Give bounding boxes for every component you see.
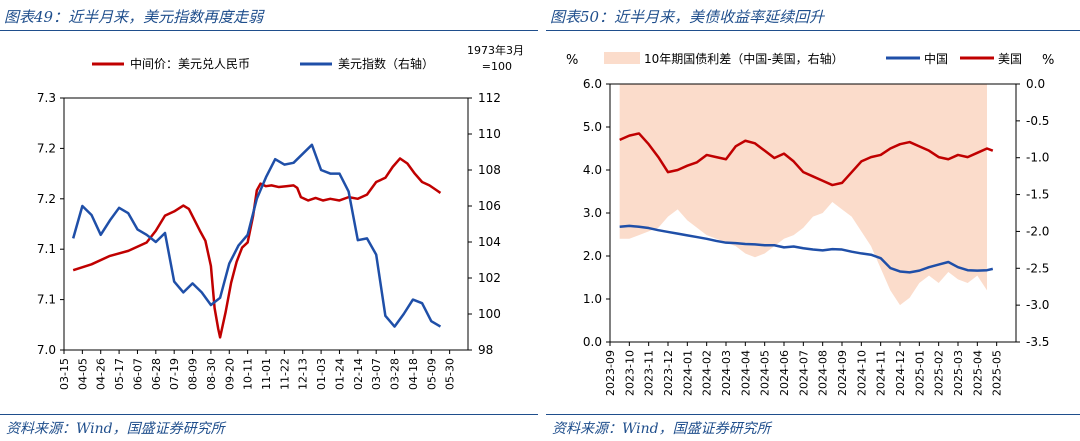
x-tick-label: 2025-04 <box>971 350 984 396</box>
left-tick-label: 1.0 <box>583 292 602 306</box>
x-tick-label: 11-01 <box>260 358 273 390</box>
x-tick-label: 05-17 <box>113 358 126 390</box>
x-tick-label: 2024-05 <box>759 350 772 396</box>
left-panel: 图表49：近半月来，美元指数再度走弱 7.0 7.1 7.1 7.2 7.2 7.3 98 1… <box>0 0 538 441</box>
right-axis-unit: % <box>1042 53 1054 68</box>
right-tick-label: 108 <box>478 163 501 177</box>
right-tick-label: -3.0 <box>1026 298 1049 312</box>
x-tick-label: 2025-05 <box>991 350 1004 396</box>
x-tick-label: 2024-12 <box>894 350 907 396</box>
left-tick-label: 0.0 <box>583 335 602 349</box>
x-tick-label: 11-22 <box>278 358 291 390</box>
left-tick-label: 5.0 <box>583 120 602 134</box>
left-panel-source: 资料来源：Wind，国盛证券研究所 <box>6 421 225 437</box>
x-tick-label: 04-26 <box>95 358 108 390</box>
x-tick-label: 2024-10 <box>855 350 868 396</box>
china-yield-line <box>619 224 994 274</box>
right-tick-label: 100 <box>478 307 501 321</box>
x-tick-label: 2024-09 <box>836 350 849 396</box>
right-tick-label: -0.5 <box>1026 114 1049 128</box>
x-tick-label: 2023-11 <box>643 350 656 396</box>
x-tick-label: 08-09 <box>187 358 200 390</box>
left-tick-label: 7.3 <box>37 91 56 105</box>
x-tick-label: 2023-12 <box>662 350 675 396</box>
right-panel: 图表50：近半月来，美债收益率延续回升 %% 0.0 1.0 2.0 3.0 4.0 5.0… <box>546 0 1080 441</box>
right-tick-label: 112 <box>478 91 501 105</box>
left-tick-label: 6.0 <box>583 77 602 91</box>
x-tick-label: 10-11 <box>242 358 255 390</box>
right-tick-label: 98 <box>478 343 493 357</box>
bond-yield-chart: % % 0.0 1.0 2.0 3.0 4.0 5.0 6.0 -3.5 -3.0 -2.5 -2.0 -… <box>566 51 1054 396</box>
x-tick-label: 2023-10 <box>623 350 636 396</box>
left-tick-label: 4.0 <box>583 163 602 177</box>
right-panel-source: 资料来源：Wind，国盛证券研究所 <box>552 421 771 437</box>
x-tick-label: 12-13 <box>297 358 310 390</box>
left-tick-label: 7.0 <box>37 343 56 357</box>
x-tick-label: 02-14 <box>352 358 365 390</box>
right-tick-label: -3.5 <box>1026 335 1049 349</box>
x-tick-label: 2025-03 <box>952 350 965 396</box>
x-tick-label: 05-09 <box>425 358 438 390</box>
right-tick-label: -1.0 <box>1026 151 1049 165</box>
left-source-rule <box>0 414 538 415</box>
x-tick-label: 2024-06 <box>778 350 791 396</box>
left-tick-label: 7.1 <box>37 293 56 307</box>
x-tick-label: 03-28 <box>389 358 402 390</box>
x-tick-label: 09-20 <box>223 358 236 390</box>
right-panel-title: 图表50：近半月来，美债收益率延续回升 <box>550 8 825 26</box>
right-tick-label: 0.0 <box>1026 77 1045 91</box>
right-tick-label: 102 <box>478 271 501 285</box>
right-source-rule <box>546 414 1080 415</box>
x-tick-label: 01-24 <box>333 358 346 390</box>
right-tick-label: -2.5 <box>1026 261 1049 275</box>
right-tick-label: 104 <box>478 235 501 249</box>
x-tick-label: 2023-09 <box>604 350 617 396</box>
usd-cny-dxy-chart: 7.0 7.1 7.1 7.2 7.2 7.3 98 100 102 104 106 108 110 11… <box>37 43 524 390</box>
legend-label: 美国 <box>998 52 1022 66</box>
legend-label: 中国 <box>924 51 948 66</box>
x-tick-label: 2024-01 <box>681 350 694 396</box>
x-tick-label: 2025-01 <box>913 350 926 396</box>
x-tick-label: 2024-11 <box>875 350 888 396</box>
right-tick-label: 110 <box>478 127 501 141</box>
legend-label: 美元指数（右轴） <box>338 56 434 71</box>
x-tick-label: 2024-04 <box>739 350 752 396</box>
x-tick-label: 03-15 <box>58 358 71 390</box>
right-axis-note: 1973年3月 <box>467 43 524 57</box>
x-tick-label: 01-03 <box>315 358 328 390</box>
x-tick-label: 07-19 <box>168 358 181 390</box>
dxy-line <box>71 143 442 328</box>
left-tick-label: 7.2 <box>37 192 56 206</box>
left-title-rule <box>0 30 538 31</box>
plot-frame <box>63 97 469 351</box>
legend-swatch <box>604 52 640 64</box>
x-tick-label: 03-07 <box>370 358 383 390</box>
left-panel-title: 图表49：近半月来，美元指数再度走弱 <box>4 8 264 26</box>
x-tick-label: 08-30 <box>205 358 218 390</box>
right-axis-note: =100 <box>482 60 512 73</box>
left-tick-label: 3.0 <box>583 206 602 220</box>
x-tick-label: 06-28 <box>150 358 163 390</box>
legend-label: 10年期国债利差（中国-美国，右轴） <box>644 51 844 66</box>
x-tick-label: 2024-02 <box>701 350 714 396</box>
left-axis-unit: % <box>566 53 578 68</box>
x-tick-label: 06-07 <box>131 358 144 390</box>
left-tick-label: 2.0 <box>583 249 602 263</box>
x-tick-label: 2024-07 <box>797 350 810 396</box>
x-tick-label: 04-18 <box>407 358 420 390</box>
x-tick-label: 04-05 <box>76 358 89 390</box>
x-tick-label: 2024-08 <box>817 350 830 396</box>
right-tick-label: 106 <box>478 199 501 213</box>
us-yield-line <box>619 132 994 187</box>
right-tick-label: -1.5 <box>1026 188 1049 202</box>
spread-area <box>619 84 987 306</box>
x-tick-label: 2025-02 <box>933 350 946 396</box>
left-tick-label: 7.2 <box>37 141 56 155</box>
x-tick-label: 05-30 <box>444 358 457 390</box>
right-tick-label: -2.0 <box>1026 224 1049 238</box>
x-tick-label: 2024-03 <box>720 350 733 396</box>
left-tick-label: 7.1 <box>37 242 56 256</box>
legend-label: 中间价：美元兑人民币 <box>130 56 250 71</box>
right-title-rule <box>546 30 1080 31</box>
